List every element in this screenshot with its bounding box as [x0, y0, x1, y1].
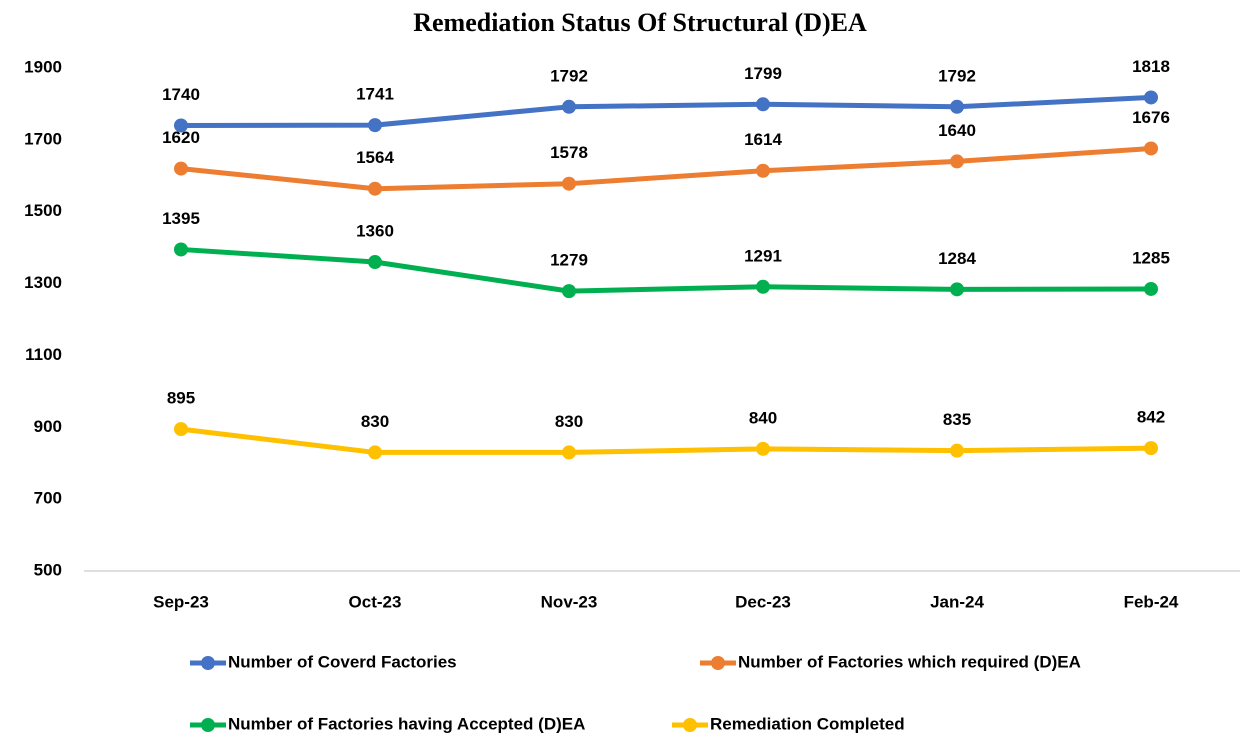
data-label: 1818 [1132, 57, 1170, 76]
point [950, 443, 964, 458]
point [756, 97, 770, 112]
point [1144, 441, 1158, 456]
legend-label: Number of Coverd Factories [228, 652, 457, 671]
point [368, 118, 382, 133]
data-label: 1676 [1132, 108, 1170, 127]
data-label: 1285 [1132, 248, 1170, 267]
y-tick-label: 900 [34, 417, 62, 436]
data-label: 830 [361, 412, 389, 431]
point [174, 161, 188, 176]
data-label: 1792 [550, 66, 588, 85]
data-label: 1620 [162, 128, 200, 147]
legend-label: Number of Factories having Accepted (D)E… [228, 714, 585, 733]
series-line [180, 94, 1152, 128]
point [174, 242, 188, 257]
data-label: 1741 [356, 85, 394, 104]
point [562, 99, 576, 114]
x-tick-label: Dec-23 [735, 592, 791, 611]
point [756, 163, 770, 178]
x-tick-label: Nov-23 [541, 592, 598, 611]
series-line [180, 145, 1152, 192]
point [1144, 141, 1158, 156]
data-label: 1578 [550, 143, 588, 162]
legend-label: Number of Factories which required (D)EA [738, 652, 1081, 671]
data-label: 1279 [550, 251, 588, 270]
legend-marker [711, 656, 725, 670]
y-tick-label: 1900 [24, 57, 62, 76]
point [950, 99, 964, 114]
data-label: 840 [749, 408, 777, 427]
chart-title: Remediation Status Of Structural (D)EA [413, 8, 867, 37]
data-label: 842 [1137, 408, 1165, 427]
point [562, 176, 576, 191]
data-label: 830 [555, 412, 583, 431]
data-label: 1360 [356, 221, 394, 240]
legend-label: Remediation Completed [710, 714, 905, 733]
point [562, 284, 576, 299]
point [756, 441, 770, 456]
point [1144, 281, 1158, 296]
y-tick-label: 500 [34, 560, 62, 579]
data-label: 1614 [744, 130, 782, 149]
data-label: 1640 [938, 121, 976, 140]
point [174, 118, 188, 133]
data-label: 1792 [938, 66, 976, 85]
legend-marker [201, 718, 215, 732]
point [950, 154, 964, 169]
y-tick-label: 1700 [24, 129, 62, 148]
data-label: 1740 [162, 85, 200, 104]
legend-marker [201, 656, 215, 670]
point [756, 279, 770, 294]
data-label: 835 [943, 410, 971, 429]
data-label: 1284 [938, 249, 976, 268]
point [368, 445, 382, 460]
x-tick-label: Feb-24 [1124, 592, 1179, 611]
x-tick-label: Oct-23 [349, 592, 402, 611]
data-label: 1799 [744, 64, 782, 83]
x-tick-label: Sep-23 [153, 592, 209, 611]
y-tick-label: 1500 [24, 201, 62, 220]
data-label: 1395 [162, 209, 200, 228]
point [562, 445, 576, 460]
data-label: 1291 [744, 246, 782, 265]
data-label: 1564 [356, 148, 394, 167]
point [174, 422, 188, 437]
point [368, 181, 382, 196]
point [368, 255, 382, 270]
series-line [180, 426, 1152, 455]
point [950, 282, 964, 297]
legend-marker [683, 718, 697, 732]
data-label: 895 [167, 389, 195, 408]
series-line [180, 246, 1152, 294]
y-tick-label: 1100 [25, 345, 62, 364]
x-tick-label: Jan-24 [930, 592, 984, 611]
y-tick-label: 700 [34, 489, 62, 508]
point [1144, 90, 1158, 105]
y-tick-label: 1300 [24, 273, 62, 292]
